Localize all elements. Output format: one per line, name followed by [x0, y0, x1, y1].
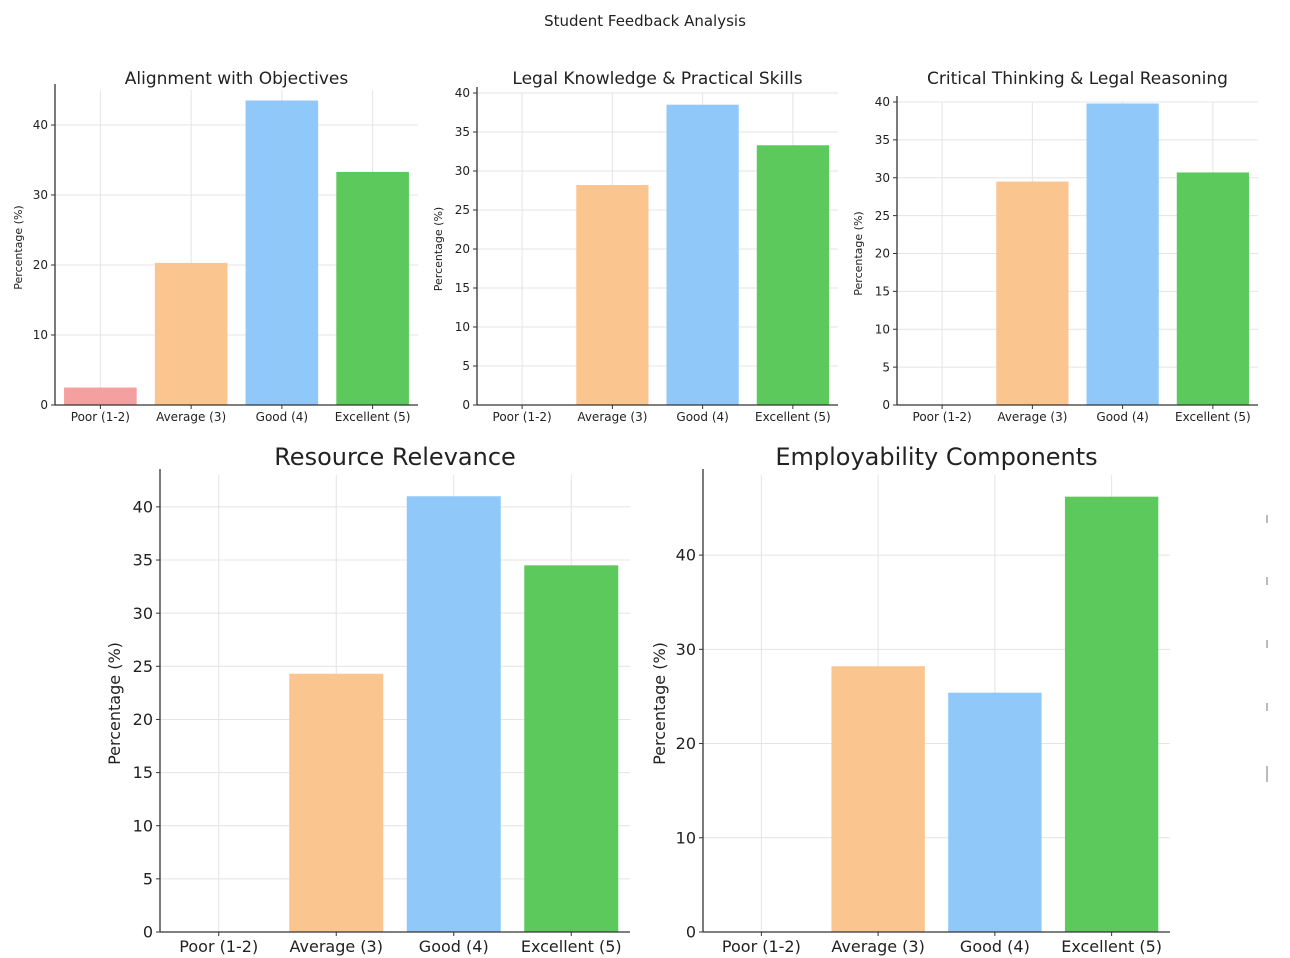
- y-tick-label: 10: [676, 828, 696, 847]
- y-axis-label: Percentage (%): [852, 211, 865, 295]
- y-tick-label: 40: [875, 95, 890, 109]
- y-tick-label: 35: [133, 551, 153, 570]
- chart-critical-thinking: Critical Thinking & Legal Reasoning 0 5 10 1…: [852, 69, 1258, 424]
- bar-average-3: [996, 181, 1069, 405]
- x-tick-label: Poor (1-2): [493, 410, 552, 424]
- bar-good-4: [1086, 103, 1159, 405]
- y-axis-label: Percentage (%): [650, 642, 669, 765]
- edge-tick-mark: [1266, 515, 1268, 523]
- chart-employability-components: Employability Components 0 10 20 30 40 Poor (1…: [650, 443, 1170, 956]
- chart-title: Critical Thinking & Legal Reasoning: [927, 69, 1228, 89]
- y-tick-label: 40: [133, 497, 153, 516]
- chart-title: Resource Relevance: [274, 443, 516, 471]
- edge-tick-mark: [1266, 640, 1268, 648]
- chart-resource-relevance: Resource Relevance 0 5 10 15 20 25 30 35 40 Poor (…: [105, 443, 630, 956]
- y-tick-label: 0: [882, 398, 890, 412]
- y-tick-label: 35: [875, 133, 890, 147]
- x-tick-label: Good (4): [256, 410, 308, 424]
- y-tick-label: 30: [133, 604, 153, 623]
- edge-tick-mark: [1266, 577, 1268, 585]
- bar-good-4: [406, 496, 501, 932]
- bar-excellent-5: [1176, 172, 1249, 405]
- bar-excellent-5: [336, 171, 409, 405]
- bar-good-4: [666, 104, 739, 405]
- bar-average-3: [289, 673, 384, 932]
- x-tick-label: Good (4): [419, 937, 489, 956]
- y-tick-label: 20: [455, 242, 470, 256]
- x-tick-label: Excellent (5): [755, 410, 831, 424]
- y-tick-label: 40: [455, 86, 470, 100]
- y-tick-label: 5: [882, 360, 890, 374]
- y-tick-label: 40: [33, 118, 48, 132]
- y-tick-label: 30: [875, 171, 890, 185]
- bar-good-4: [245, 100, 319, 405]
- y-tick-label: 15: [455, 281, 470, 295]
- x-tick-label: Average (3): [577, 410, 647, 424]
- chart-alignment-with-objectives: Alignment with Objectives 0 10 20 30 40 Poor (…: [12, 69, 418, 424]
- y-tick-label: 10: [133, 816, 153, 835]
- x-tick-label: Average (3): [997, 410, 1067, 424]
- chart-legal-knowledge: Legal Knowledge & Practical Skills 0 5 10 15…: [432, 69, 838, 424]
- bar-excellent-5: [524, 565, 619, 932]
- figure-title: Student Feedback Analysis: [544, 12, 746, 30]
- edge-tick-mark: [1266, 766, 1268, 782]
- chart-title: Employability Components: [775, 443, 1097, 471]
- x-tick-label: Good (4): [960, 937, 1030, 956]
- y-tick-label: 35: [455, 125, 470, 139]
- bar-average-3: [831, 666, 925, 932]
- edge-tick-mark: [1266, 703, 1268, 711]
- y-axis-label: Percentage (%): [12, 205, 25, 289]
- x-tick-label: Poor (1-2): [179, 937, 258, 956]
- x-tick-label: Good (4): [676, 410, 728, 424]
- y-tick-label: 25: [455, 203, 470, 217]
- y-tick-label: 40: [676, 546, 696, 565]
- bar-excellent-5: [1064, 496, 1159, 932]
- x-tick-label: Average (3): [156, 410, 226, 424]
- y-tick-label: 0: [462, 398, 470, 412]
- y-tick-label: 15: [133, 763, 153, 782]
- y-tick-label: 20: [676, 734, 696, 753]
- y-tick-label: 5: [462, 359, 470, 373]
- y-tick-label: 0: [40, 398, 48, 412]
- x-tick-label: Excellent (5): [521, 937, 622, 956]
- y-tick-label: 30: [455, 164, 470, 178]
- bar-excellent-5: [756, 145, 829, 405]
- y-tick-label: 30: [676, 640, 696, 659]
- y-tick-label: 20: [133, 710, 153, 729]
- x-tick-label: Excellent (5): [335, 410, 411, 424]
- y-tick-label: 20: [875, 247, 890, 261]
- y-tick-label: 20: [33, 258, 48, 272]
- y-tick-label: 15: [875, 285, 890, 299]
- y-tick-label: 25: [133, 657, 153, 676]
- x-tick-label: Poor (1-2): [71, 410, 130, 424]
- x-tick-label: Poor (1-2): [913, 410, 972, 424]
- y-axis-label: Percentage (%): [432, 207, 445, 291]
- x-tick-label: Average (3): [290, 937, 383, 956]
- bar-average-3: [154, 262, 228, 405]
- x-tick-label: Poor (1-2): [722, 937, 801, 956]
- x-tick-label: Excellent (5): [1175, 410, 1251, 424]
- x-tick-label: Excellent (5): [1061, 937, 1162, 956]
- x-tick-label: Good (4): [1096, 410, 1148, 424]
- y-tick-label: 25: [875, 209, 890, 223]
- bar-good-4: [948, 692, 1042, 932]
- x-tick-label: Average (3): [831, 937, 924, 956]
- y-tick-label: 5: [143, 869, 153, 888]
- y-tick-label: 10: [455, 320, 470, 334]
- y-tick-label: 0: [686, 923, 696, 942]
- bar-poor-1-2: [64, 387, 137, 405]
- y-axis-label: Percentage (%): [105, 642, 124, 765]
- y-tick-label: 30: [33, 188, 48, 202]
- chart-title: Alignment with Objectives: [125, 69, 349, 89]
- y-tick-label: 10: [875, 322, 890, 336]
- bar-average-3: [576, 185, 649, 405]
- y-tick-label: 0: [143, 923, 153, 942]
- chart-title: Legal Knowledge & Practical Skills: [512, 69, 802, 89]
- y-tick-label: 10: [33, 328, 48, 342]
